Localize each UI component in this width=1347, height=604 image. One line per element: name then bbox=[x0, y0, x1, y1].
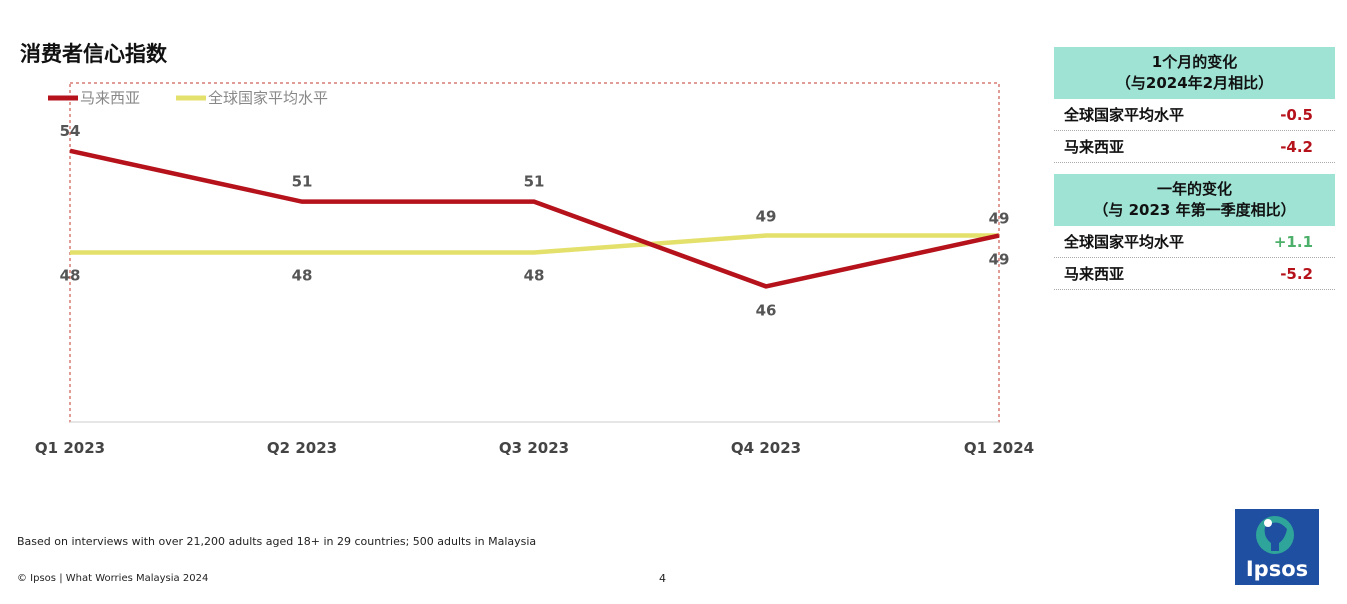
data-label-global: 48 bbox=[60, 267, 81, 285]
legend: 马来西亚 全球国家平均水平 bbox=[48, 89, 328, 107]
data-label-malaysia: 46 bbox=[756, 301, 777, 319]
legend-label-0: 马来西亚 bbox=[80, 89, 140, 107]
data-labels: 54 48 51 48 51 48 46 49 49 49 bbox=[60, 122, 1010, 320]
page-number: 4 bbox=[659, 572, 666, 585]
data-label-global: 48 bbox=[292, 267, 313, 285]
yearly-change-header: 一年的变化 （与 2023 年第一季度相比） bbox=[1054, 174, 1335, 226]
monthly-change-header: 1个月的变化 （与2024年2月相比） bbox=[1054, 47, 1335, 99]
data-label-malaysia: 51 bbox=[524, 173, 545, 191]
chart-title: 消费者信心指数 bbox=[20, 42, 167, 66]
monthly-row-malaysia: 马来西亚 -4.2 bbox=[1054, 131, 1335, 163]
x-tick-label: Q4 2023 bbox=[731, 439, 801, 457]
yearly-row-malaysia: 马来西亚 -5.2 bbox=[1054, 258, 1335, 290]
x-tick-label: Q1 2024 bbox=[964, 439, 1034, 457]
data-label-malaysia: 54 bbox=[60, 122, 81, 140]
data-label-global: 48 bbox=[524, 267, 545, 285]
yearly-row-label: 全球国家平均水平 bbox=[1064, 233, 1185, 251]
data-label-malaysia: 51 bbox=[292, 173, 313, 191]
yearly-change-panel: 一年的变化 （与 2023 年第一季度相比） 全球国家平均水平 +1.1 马来西… bbox=[1054, 174, 1335, 290]
x-tick-label: Q1 2023 bbox=[35, 439, 105, 457]
data-label-global: 49 bbox=[756, 208, 777, 226]
monthly-change-panel: 1个月的变化 （与2024年2月相比） 全球国家平均水平 -0.5 马来西亚 -… bbox=[1054, 47, 1335, 163]
legend-label-1: 全球国家平均水平 bbox=[208, 89, 328, 107]
monthly-row-value: -4.2 bbox=[1280, 137, 1313, 156]
data-label-global: 49 bbox=[989, 210, 1010, 228]
yearly-row-value: +1.1 bbox=[1273, 232, 1313, 251]
series-line-1 bbox=[70, 233, 999, 255]
series-layer bbox=[69, 148, 1000, 289]
yearly-change-title: 一年的变化 bbox=[1156, 180, 1232, 198]
monthly-row-global: 全球国家平均水平 -0.5 bbox=[1054, 99, 1335, 131]
yearly-row-label: 马来西亚 bbox=[1064, 265, 1125, 283]
yearly-row-value: -5.2 bbox=[1280, 264, 1313, 283]
data-label-malaysia: 49 bbox=[989, 251, 1010, 269]
x-axis-ticks: Q1 2023 Q2 2023 Q3 2023 Q4 2023 Q1 2024 bbox=[35, 439, 1034, 457]
logo-text: Ipsos bbox=[1245, 557, 1309, 581]
monthly-change-subtitle: （与2024年2月相比） bbox=[1115, 74, 1274, 92]
line-chart: 马来西亚 全球国家平均水平 54 48 51 48 51 48 46 49 49 49 Q1 202… bbox=[35, 82, 1034, 457]
copyright: © Ipsos | What Worries Malaysia 2024 bbox=[17, 573, 209, 584]
monthly-change-title: 1个月的变化 bbox=[1151, 53, 1238, 71]
yearly-change-subtitle: （与 2023 年第一季度相比） bbox=[1093, 201, 1296, 219]
monthly-row-label: 马来西亚 bbox=[1064, 138, 1125, 156]
monthly-row-value: -0.5 bbox=[1280, 105, 1313, 124]
x-tick-label: Q3 2023 bbox=[499, 439, 569, 457]
footnote: Based on interviews with over 21,200 adu… bbox=[17, 535, 537, 548]
x-tick-label: Q2 2023 bbox=[267, 439, 337, 457]
series-line-0 bbox=[69, 148, 1000, 289]
monthly-row-label: 全球国家平均水平 bbox=[1064, 106, 1185, 124]
ipsos-logo: Ipsos bbox=[1235, 509, 1319, 585]
ipsos-logo-icon bbox=[1256, 516, 1294, 554]
yearly-row-global: 全球国家平均水平 +1.1 bbox=[1054, 226, 1335, 258]
